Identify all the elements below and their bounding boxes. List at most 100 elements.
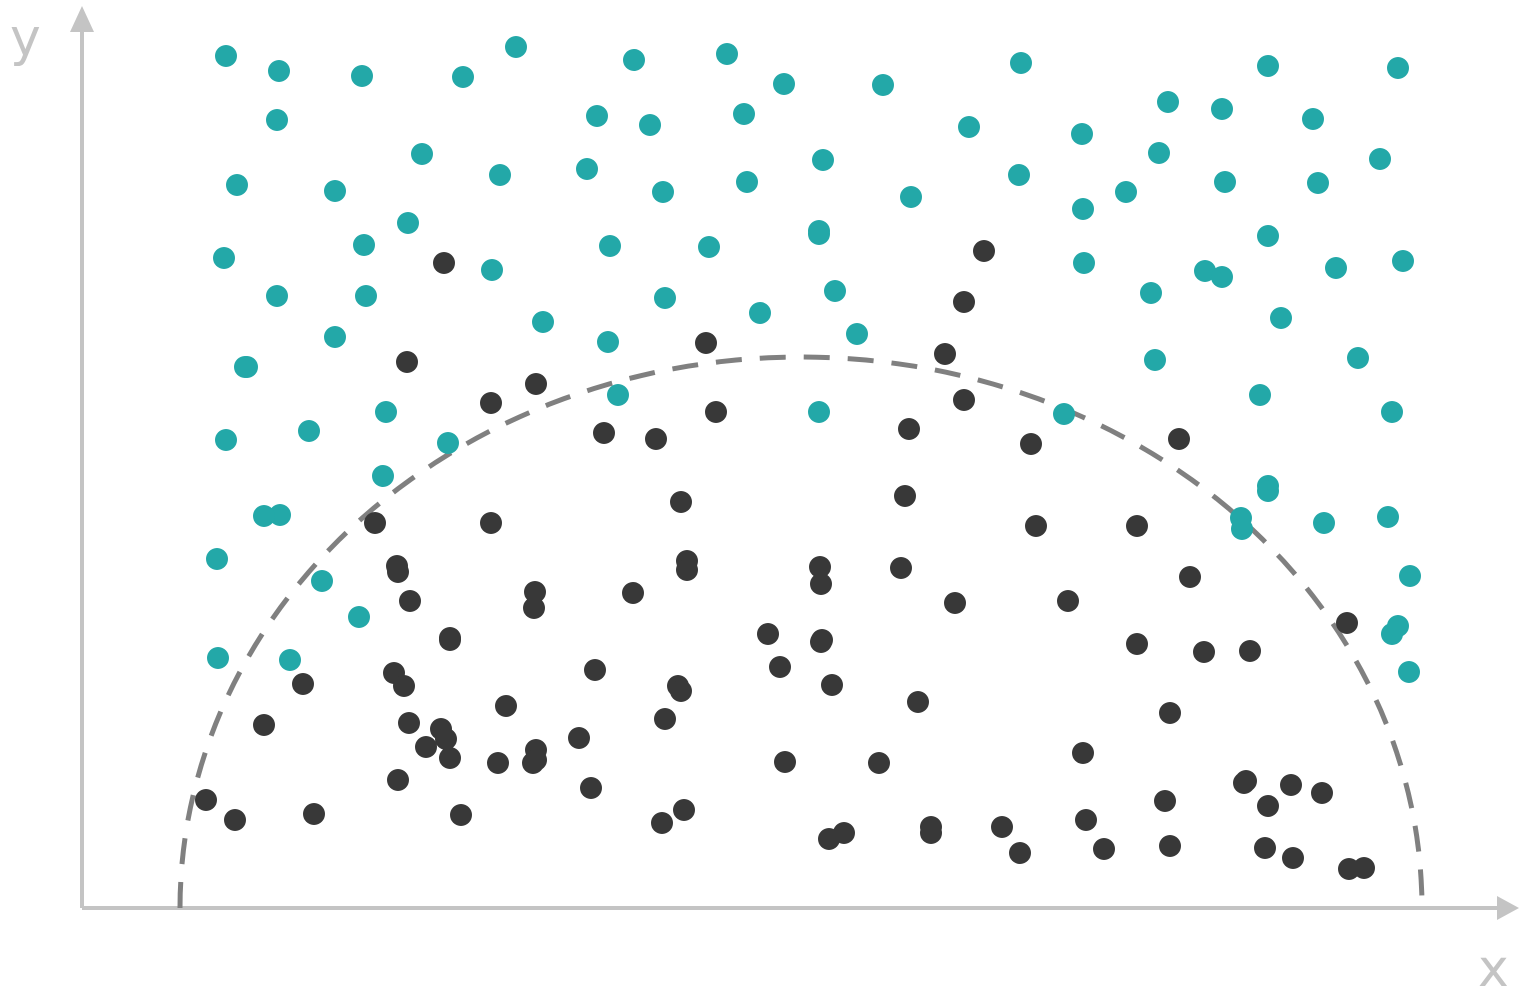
point-inside: [645, 428, 667, 450]
point-outside: [1369, 148, 1391, 170]
point-outside: [736, 171, 758, 193]
point-inside: [480, 512, 502, 534]
point-outside: [207, 647, 229, 669]
point-inside: [398, 712, 420, 734]
point-inside: [195, 789, 217, 811]
point-inside: [894, 485, 916, 507]
point-outside: [1325, 257, 1347, 279]
point-outside: [452, 66, 474, 88]
point-inside: [415, 736, 437, 758]
point-inside: [991, 816, 1013, 838]
point-outside: [324, 326, 346, 348]
point-inside: [396, 351, 418, 373]
point-outside: [481, 259, 503, 281]
point-inside: [1257, 795, 1279, 817]
point-inside: [1338, 858, 1360, 880]
point-outside: [1211, 266, 1233, 288]
point-inside: [898, 418, 920, 440]
point-outside: [1214, 171, 1236, 193]
point-inside: [303, 803, 325, 825]
point-outside: [311, 570, 333, 592]
point-outside: [206, 548, 228, 570]
point-outside: [900, 186, 922, 208]
point-outside: [773, 73, 795, 95]
point-outside: [1073, 252, 1095, 274]
axes: x y: [10, 6, 1519, 991]
point-inside: [480, 392, 502, 414]
point-outside: [1307, 172, 1329, 194]
point-outside: [607, 384, 629, 406]
point-outside: [872, 74, 894, 96]
point-outside: [654, 287, 676, 309]
point-outside: [1302, 108, 1324, 130]
point-inside: [695, 332, 717, 354]
point-inside: [1020, 433, 1042, 455]
point-outside: [268, 60, 290, 82]
point-inside: [435, 728, 457, 750]
point-outside: [639, 114, 661, 136]
point-inside: [568, 727, 590, 749]
point-outside: [652, 181, 674, 203]
point-outside: [733, 103, 755, 125]
x-axis-label: x: [1478, 939, 1509, 991]
point-inside: [1057, 590, 1079, 612]
point-inside: [1254, 837, 1276, 859]
point-outside: [1392, 250, 1414, 272]
point-inside: [953, 291, 975, 313]
point-inside: [487, 752, 509, 774]
point-inside: [821, 674, 843, 696]
point-inside: [523, 597, 545, 619]
point-outside: [234, 356, 256, 378]
point-outside: [1115, 181, 1137, 203]
point-inside: [1159, 835, 1181, 857]
point-inside: [973, 240, 995, 262]
point-outside: [1270, 307, 1292, 329]
point-outside: [215, 45, 237, 67]
point-inside: [1179, 566, 1201, 588]
point-outside: [1053, 403, 1075, 425]
point-outside: [1148, 142, 1170, 164]
point-outside: [266, 109, 288, 131]
point-inside: [450, 804, 472, 826]
point-outside: [1231, 518, 1253, 540]
point-outside: [808, 220, 830, 242]
point-outside: [1257, 225, 1279, 247]
x-axis-arrow: [1497, 896, 1519, 920]
point-outside: [1313, 512, 1335, 534]
point-inside: [705, 401, 727, 423]
point-inside: [1159, 702, 1181, 724]
point-outside: [348, 606, 370, 628]
point-outside: [576, 158, 598, 180]
point-outside: [716, 43, 738, 65]
point-outside: [372, 465, 394, 487]
point-inside: [676, 559, 698, 581]
point-inside: [1093, 838, 1115, 860]
point-inside: [1336, 612, 1358, 634]
point-outside: [1347, 347, 1369, 369]
point-inside: [292, 673, 314, 695]
decision-boundary-curve: [177, 354, 1425, 909]
point-outside: [355, 285, 377, 307]
point-outside: [215, 429, 237, 451]
point-outside: [812, 149, 834, 171]
point-outside: [1381, 401, 1403, 423]
point-inside: [810, 631, 832, 653]
point-outside: [353, 234, 375, 256]
point-inside: [524, 581, 546, 603]
point-outside: [397, 212, 419, 234]
point-outside: [808, 401, 830, 423]
point-outside: [1211, 98, 1233, 120]
point-inside: [1009, 842, 1031, 864]
point-outside: [1257, 55, 1279, 77]
point-inside: [584, 659, 606, 681]
point-inside: [399, 590, 421, 612]
scatter-points: [195, 36, 1421, 880]
point-inside: [757, 623, 779, 645]
point-inside: [1154, 790, 1176, 812]
point-inside: [774, 751, 796, 773]
point-outside: [1010, 52, 1032, 74]
point-outside: [1157, 91, 1179, 113]
point-inside: [769, 656, 791, 678]
point-outside: [1194, 260, 1216, 282]
point-inside: [439, 747, 461, 769]
